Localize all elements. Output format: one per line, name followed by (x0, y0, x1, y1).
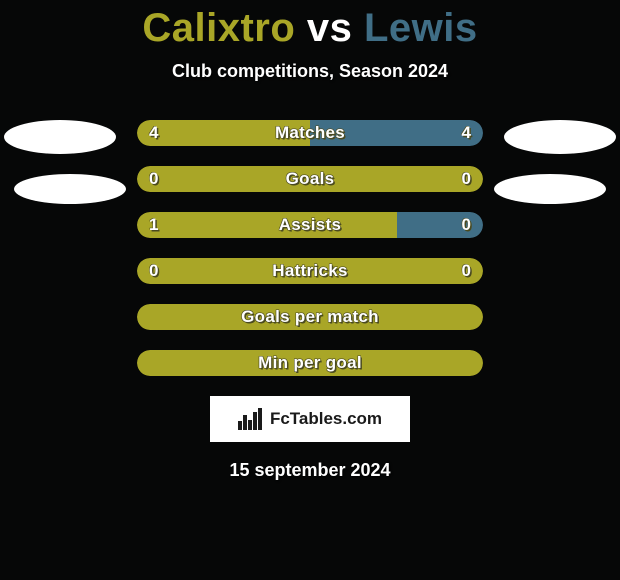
stat-bar-right-value: 0 (462, 169, 471, 189)
player-badge-ellipse (504, 120, 616, 154)
brand-text: FcTables.com (270, 409, 382, 429)
title-player2: Lewis (364, 6, 478, 50)
subtitle: Club competitions, Season 2024 (0, 61, 620, 82)
stat-bar: Hattricks0 0 (137, 258, 483, 284)
stat-bar: Goals per match (137, 304, 483, 330)
stat-bar-label: Goals per match (137, 307, 483, 327)
page-title: Calixtro vs Lewis (0, 0, 620, 51)
stat-bar-label: Goals (137, 169, 483, 189)
stat-bar-right-value: 0 (462, 215, 471, 235)
stat-bar-left-value: 0 (149, 169, 158, 189)
stat-bar-label: Assists (137, 215, 483, 235)
stat-bar-label: Min per goal (137, 353, 483, 373)
title-player1: Calixtro (142, 6, 295, 50)
player-badge-ellipse (494, 174, 606, 204)
date-text: 15 september 2024 (0, 460, 620, 481)
stat-bar: Min per goal (137, 350, 483, 376)
stat-bar-left-value: 1 (149, 215, 158, 235)
brand-chart-icon (238, 408, 264, 430)
stat-bar-left-value: 4 (149, 123, 158, 143)
stat-bar-label: Matches (137, 123, 483, 143)
stat-bar-label: Hattricks (137, 261, 483, 281)
stat-bar: Matches4 4 (137, 120, 483, 146)
chart-area: Matches44Goals00Assists10Hattricks00Goal… (0, 120, 620, 376)
player-badge-ellipse (14, 174, 126, 204)
stat-bar: Assists1 0 (137, 212, 483, 238)
title-vs: vs (295, 6, 364, 50)
stat-bar-left-value: 0 (149, 261, 158, 281)
brand-box: FcTables.com (210, 396, 410, 442)
stat-bar-right-value: 0 (462, 261, 471, 281)
player-badge-ellipse (4, 120, 116, 154)
stat-bar: Goals0 0 (137, 166, 483, 192)
stat-bar-right-value: 4 (462, 123, 471, 143)
